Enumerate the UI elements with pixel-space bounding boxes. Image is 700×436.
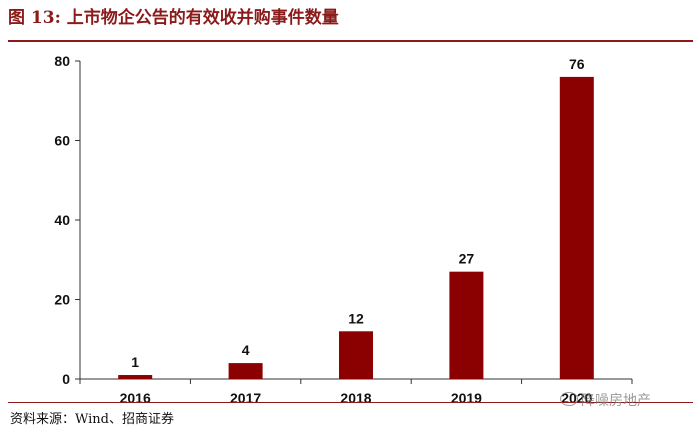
watermark-text: 降噪房地产 <box>581 393 651 409</box>
data-label: 1 <box>131 354 139 370</box>
source-rule <box>8 402 693 403</box>
figure-title-text: 上市物企公告的有效收并购事件数量 <box>66 8 339 28</box>
bar <box>449 271 484 379</box>
bar <box>228 363 263 379</box>
x-tick-label: 2019 <box>451 390 482 406</box>
data-label: 27 <box>459 251 475 267</box>
wechat-icon <box>560 392 578 406</box>
x-tick-label: 2016 <box>120 390 151 406</box>
y-tick-label: 40 <box>54 212 70 228</box>
y-tick-label: 20 <box>54 292 70 308</box>
watermark: 降噪房地产 <box>560 390 651 410</box>
bar <box>339 331 373 379</box>
y-tick-label: 0 <box>62 371 70 387</box>
y-tick-label: 60 <box>54 133 70 149</box>
bar <box>118 375 153 379</box>
figure-title: 图 13: 上市物企公告的有效收并购事件数量 <box>8 4 339 32</box>
data-label: 12 <box>348 310 364 326</box>
data-label: 4 <box>242 342 250 358</box>
x-tick-label: 2018 <box>340 390 371 406</box>
y-tick-label: 80 <box>54 53 70 69</box>
bar <box>559 76 594 380</box>
data-label: 76 <box>569 56 585 72</box>
title-rule <box>8 40 693 42</box>
source-note: 资料来源：Wind、招商证券 <box>10 412 174 427</box>
x-tick-label: 2017 <box>230 390 261 406</box>
figure-label: 图 13: <box>8 8 61 28</box>
